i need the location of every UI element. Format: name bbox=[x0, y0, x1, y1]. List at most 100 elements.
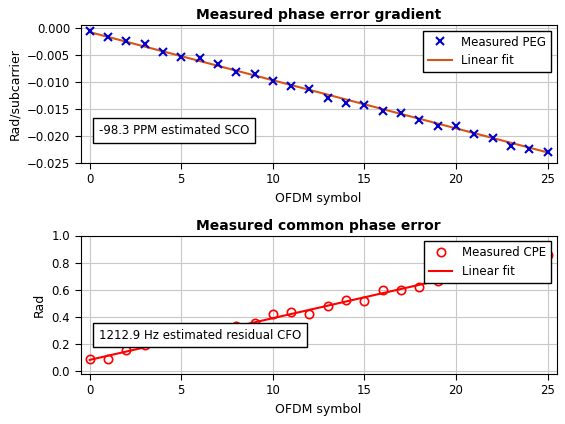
Linear fit bbox=[86, 357, 93, 363]
Linear fit bbox=[489, 135, 496, 140]
Measured PEG bbox=[544, 150, 551, 155]
Linear fit bbox=[105, 353, 111, 358]
Linear fit bbox=[233, 68, 240, 73]
Measured PEG bbox=[178, 54, 185, 59]
Measured PEG bbox=[434, 124, 441, 129]
Linear fit bbox=[471, 270, 477, 275]
Linear fit bbox=[288, 312, 294, 317]
Measured CPE bbox=[471, 268, 477, 273]
Measured CPE bbox=[361, 298, 368, 304]
Linear fit bbox=[507, 262, 514, 267]
X-axis label: OFDM symbol: OFDM symbol bbox=[275, 403, 362, 416]
Measured PEG bbox=[215, 62, 221, 67]
Linear fit bbox=[343, 97, 350, 102]
Measured PEG bbox=[86, 29, 93, 34]
X-axis label: OFDM symbol: OFDM symbol bbox=[275, 192, 362, 205]
Measured PEG bbox=[453, 123, 459, 128]
Measured PEG bbox=[288, 84, 294, 89]
Measured CPE bbox=[123, 348, 130, 353]
Y-axis label: Rad: Rad bbox=[33, 293, 46, 317]
Measured PEG bbox=[251, 72, 258, 77]
Linear fit bbox=[196, 59, 203, 64]
Linear fit bbox=[434, 121, 441, 126]
Linear fit bbox=[288, 83, 294, 88]
Linear fit bbox=[416, 282, 423, 287]
Measured CPE bbox=[398, 287, 405, 293]
Measured CPE bbox=[544, 253, 551, 258]
Linear fit bbox=[324, 303, 331, 308]
Linear fit bbox=[471, 131, 477, 136]
Measured PEG bbox=[526, 146, 533, 151]
Linear fit bbox=[251, 320, 258, 325]
Measured CPE bbox=[324, 304, 331, 309]
Linear fit bbox=[306, 87, 313, 92]
Title: Measured phase error gradient: Measured phase error gradient bbox=[196, 8, 441, 22]
Linear fit bbox=[489, 265, 496, 271]
Linear fit bbox=[434, 278, 441, 283]
Measured CPE bbox=[215, 329, 221, 334]
Measured PEG bbox=[123, 38, 130, 43]
Measured CPE bbox=[141, 343, 148, 348]
Linear fit bbox=[324, 92, 331, 97]
Title: Measured common phase error: Measured common phase error bbox=[196, 219, 441, 233]
Linear fit bbox=[526, 145, 533, 150]
Linear fit bbox=[507, 140, 514, 145]
Measured PEG bbox=[416, 118, 423, 123]
Linear fit bbox=[159, 49, 166, 54]
Linear fit bbox=[453, 274, 459, 279]
Measured CPE bbox=[251, 321, 258, 326]
Measured CPE bbox=[270, 311, 276, 316]
Measured PEG bbox=[343, 100, 350, 105]
Linear fit bbox=[398, 287, 405, 292]
Linear fit bbox=[544, 150, 551, 155]
Measured PEG bbox=[398, 111, 405, 116]
Linear fit bbox=[379, 290, 386, 296]
Measured PEG bbox=[361, 103, 368, 108]
Linear fit bbox=[141, 345, 148, 350]
Measured CPE bbox=[86, 357, 93, 362]
Measured CPE bbox=[416, 285, 423, 290]
Measured PEG bbox=[379, 109, 386, 114]
Y-axis label: Rad/subcarrier: Rad/subcarrier bbox=[8, 48, 21, 140]
Linear fit bbox=[159, 340, 166, 346]
Legend: Measured CPE, Linear fit: Measured CPE, Linear fit bbox=[424, 241, 551, 283]
Measured CPE bbox=[306, 311, 313, 316]
Linear fit bbox=[86, 30, 93, 35]
Measured PEG bbox=[324, 96, 331, 101]
Measured CPE bbox=[379, 288, 386, 293]
Measured CPE bbox=[343, 298, 350, 303]
Linear fit bbox=[416, 116, 423, 121]
Measured CPE bbox=[196, 332, 203, 338]
Linear fit bbox=[343, 299, 350, 304]
Linear fit bbox=[306, 307, 313, 312]
Line: Linear fit: Linear fit bbox=[90, 256, 547, 360]
Line: Measured PEG: Measured PEG bbox=[85, 27, 551, 156]
Linear fit bbox=[233, 324, 240, 329]
Text: 1212.9 Hz estimated residual CFO: 1212.9 Hz estimated residual CFO bbox=[99, 329, 301, 342]
Measured PEG bbox=[507, 143, 514, 148]
Measured CPE bbox=[159, 338, 166, 343]
Measured PEG bbox=[105, 35, 111, 40]
Measured CPE bbox=[434, 279, 441, 284]
Measured CPE bbox=[233, 324, 240, 329]
Linear fit bbox=[105, 34, 111, 39]
Linear fit bbox=[215, 63, 221, 68]
Linear fit bbox=[379, 106, 386, 112]
Linear fit bbox=[361, 295, 368, 300]
Measured CPE bbox=[453, 276, 459, 281]
Text: -98.3 PPM estimated SCO: -98.3 PPM estimated SCO bbox=[99, 124, 249, 137]
Linear fit bbox=[398, 112, 405, 117]
Measured CPE bbox=[178, 333, 185, 338]
Measured CPE bbox=[489, 265, 496, 270]
Legend: Measured PEG, Linear fit: Measured PEG, Linear fit bbox=[423, 31, 551, 72]
Measured PEG bbox=[306, 87, 313, 92]
Linear fit bbox=[178, 53, 185, 59]
Measured CPE bbox=[105, 357, 111, 362]
Measured PEG bbox=[141, 41, 148, 46]
Measured PEG bbox=[270, 78, 276, 84]
Linear fit bbox=[178, 337, 185, 342]
Measured CPE bbox=[507, 262, 514, 268]
Linear fit bbox=[123, 39, 130, 44]
Measured PEG bbox=[159, 49, 166, 54]
Linear fit bbox=[215, 328, 221, 333]
